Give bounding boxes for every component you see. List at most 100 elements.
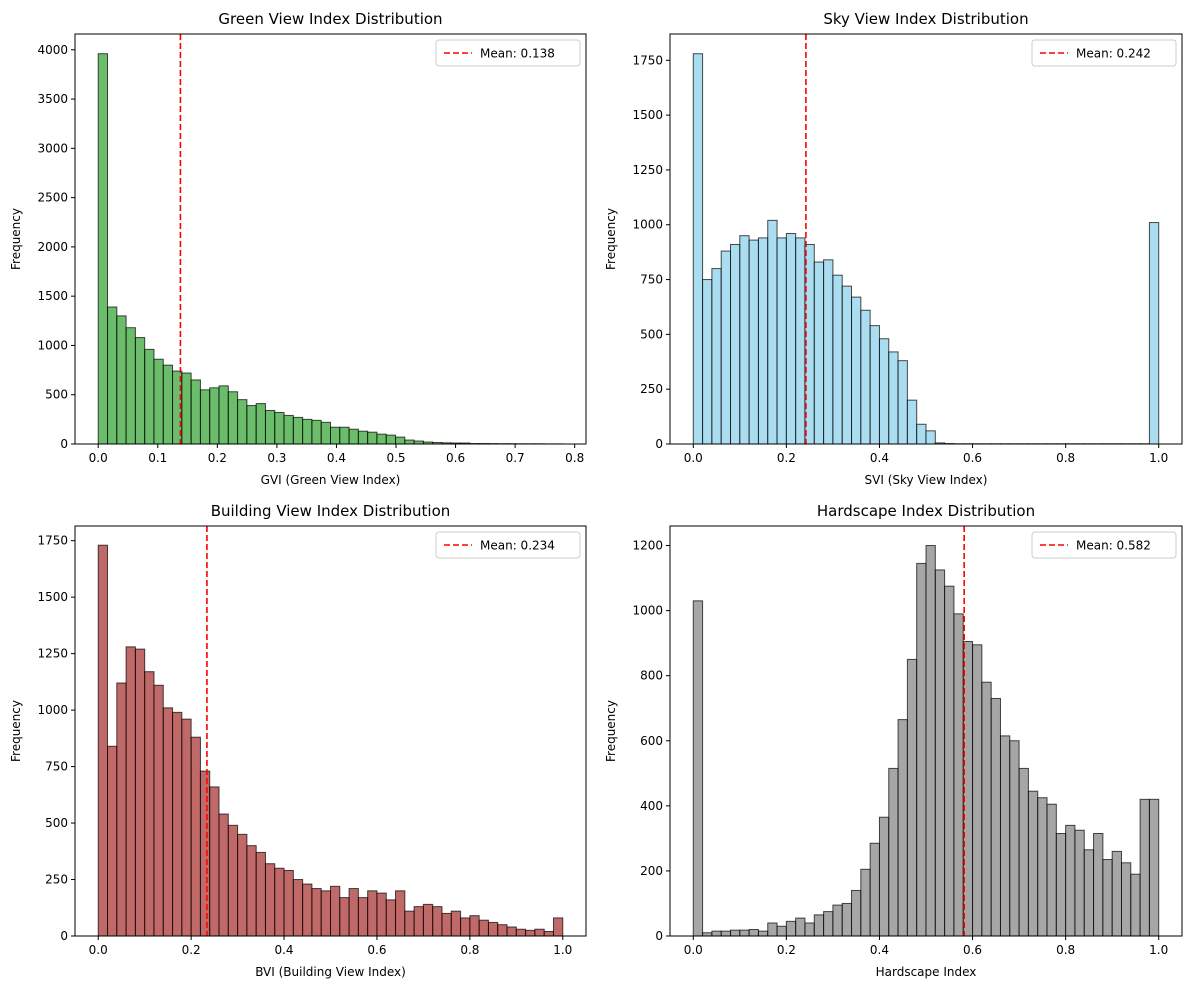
histogram-bar <box>1037 797 1048 937</box>
x-tick-label: 0.4 <box>327 451 346 465</box>
legend-label: Mean: 0.138 <box>480 47 555 61</box>
chart-title: Hardscape Index Distribution <box>817 502 1035 520</box>
y-tick-label: 1500 <box>37 590 68 604</box>
histogram-bar <box>785 920 797 937</box>
legend-box <box>1031 39 1177 67</box>
histogram-bar <box>720 250 732 445</box>
histogram-bar <box>469 915 480 937</box>
histogram-bar <box>795 917 806 937</box>
histogram-bar <box>218 385 229 445</box>
histogram-bar <box>785 233 797 445</box>
histogram-bar <box>348 888 359 937</box>
histogram-bar <box>525 929 536 937</box>
x-tick-label: 0.4 <box>870 943 889 957</box>
y-tick-label: 1000 <box>37 338 68 352</box>
histogram-bar <box>97 544 109 937</box>
histogram-bar <box>199 389 211 445</box>
histogram-bar <box>264 409 276 445</box>
histogram-bar <box>162 707 174 937</box>
histogram-bar <box>972 644 983 937</box>
x-tick-label: 0.2 <box>182 943 201 957</box>
histogram-bar <box>320 421 331 445</box>
legend-label: Mean: 0.234 <box>480 539 555 553</box>
legend-box <box>435 39 581 67</box>
histogram-bar <box>730 929 741 937</box>
histogram-bar <box>153 358 164 445</box>
histogram-bar <box>1055 833 1067 937</box>
histogram-bar <box>450 910 462 937</box>
histogram-bar <box>339 426 350 445</box>
histogram-bar <box>767 922 778 937</box>
histogram-bar <box>432 906 443 937</box>
y-tick-label: 0 <box>655 929 663 943</box>
y-tick-label: 0 <box>60 437 68 451</box>
axes-frame <box>74 525 587 937</box>
histogram-bar <box>953 613 964 937</box>
y-tick-label: 1250 <box>632 163 663 177</box>
chart-title: Sky View Index Distribution <box>823 10 1028 28</box>
histogram-bar <box>999 735 1011 937</box>
y-tick-label: 4000 <box>37 43 68 57</box>
y-tick-label: 400 <box>640 799 663 813</box>
x-tick-label: 0.2 <box>777 451 796 465</box>
y-tick-label: 750 <box>45 760 68 774</box>
axes-frame <box>669 525 1183 937</box>
y-tick-label: 750 <box>640 273 663 287</box>
histogram-bar <box>376 433 387 445</box>
histogram-bar <box>116 315 127 445</box>
histogram-bar <box>1074 829 1085 937</box>
histogram-bar <box>376 892 387 937</box>
histogram-bar <box>274 867 285 937</box>
x-tick-label: 0.8 <box>1056 943 1075 957</box>
histogram-bar <box>190 379 201 445</box>
y-axis-label: Frequency <box>9 208 23 270</box>
histogram-bar <box>1009 740 1020 937</box>
x-tick-label: 0.0 <box>89 943 108 957</box>
y-tick-label: 2000 <box>37 240 68 254</box>
histogram-bar <box>1018 767 1029 937</box>
y-tick-label: 1500 <box>37 289 68 303</box>
y-axis-label: Frequency <box>604 208 618 270</box>
histogram-bar <box>981 681 992 937</box>
histogram-bar <box>552 917 564 937</box>
histogram-bar <box>888 351 899 445</box>
histogram-bar <box>720 930 732 937</box>
y-tick-label: 1000 <box>37 703 68 717</box>
histogram-bar <box>385 899 397 937</box>
histogram-bar <box>888 767 899 937</box>
histogram-bar <box>478 919 489 937</box>
axes-frame <box>74 33 587 445</box>
histogram-bar <box>311 419 322 445</box>
histogram-bar <box>199 770 211 937</box>
histogram-bar <box>515 928 527 937</box>
histogram-bar <box>1093 833 1104 937</box>
legend-box <box>1031 531 1177 559</box>
histogram-bar <box>1083 849 1095 937</box>
x-tick-label: 0.5 <box>386 451 405 465</box>
y-tick-label: 1000 <box>632 604 663 618</box>
histogram-bar <box>757 930 769 937</box>
x-tick-label: 0.0 <box>684 943 703 957</box>
histogram-bar <box>730 243 741 445</box>
histogram-bar <box>934 569 946 937</box>
y-tick-label: 0 <box>655 437 663 451</box>
histogram-bar <box>776 925 787 937</box>
histogram-bar <box>97 53 109 445</box>
x-tick-label: 0.6 <box>367 943 386 957</box>
histogram-bar <box>348 428 359 445</box>
x-tick-label: 0.7 <box>506 451 525 465</box>
histogram-bar <box>1102 859 1113 937</box>
y-tick-label: 0 <box>60 929 68 943</box>
legend-label: Mean: 0.582 <box>1076 539 1151 553</box>
histogram-bar <box>255 851 266 937</box>
axes-frame <box>669 33 1183 445</box>
histogram-bar <box>237 399 248 445</box>
y-axis-label: Frequency <box>9 700 23 762</box>
histogram-bar <box>813 261 825 445</box>
histogram-bar <box>534 928 545 937</box>
y-tick-label: 1250 <box>37 647 68 661</box>
histogram-bar <box>385 434 397 445</box>
y-tick-label: 2500 <box>37 191 68 205</box>
legend-label: Mean: 0.242 <box>1076 47 1151 61</box>
